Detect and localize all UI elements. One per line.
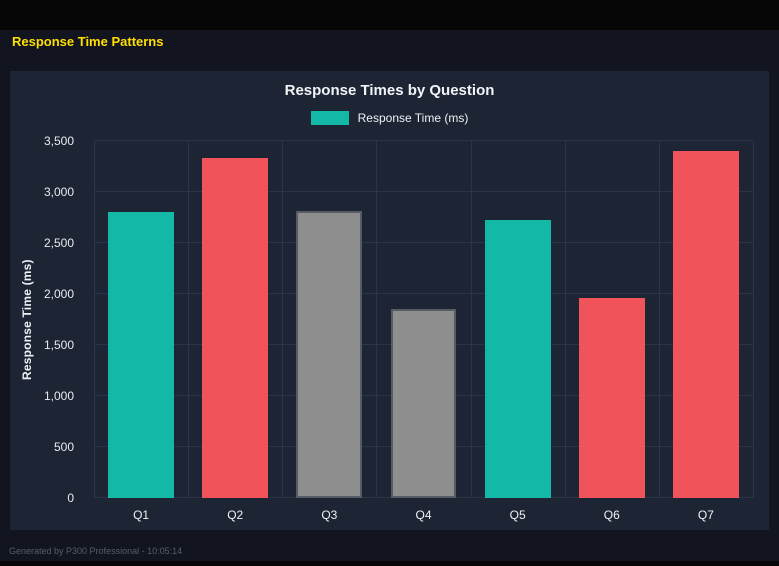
v-gridline <box>376 141 378 498</box>
bar-column-q3 <box>282 141 376 498</box>
v-gridline <box>470 141 472 498</box>
h-gridline <box>94 140 753 141</box>
plot-area <box>94 140 754 498</box>
y-axis-ticks: 0 500 1,000 1,500 2,000 2,500 3,000 3,500 <box>10 134 84 505</box>
x-tick-label-q6: Q6 <box>603 508 620 522</box>
x-tick-label-q3: Q3 <box>321 508 338 522</box>
h-gridline <box>94 293 753 294</box>
page-title: Response Time Patterns <box>12 34 164 49</box>
y-tick-label: 2,000 <box>43 287 74 301</box>
bars-group <box>94 141 753 498</box>
x-tick-label-q4: Q4 <box>415 508 432 522</box>
x-tick-label-q1: Q1 <box>133 508 150 522</box>
bar-q7 <box>672 151 739 498</box>
bar-column-q6 <box>565 141 659 498</box>
v-gridline <box>753 141 754 498</box>
chart-title: Response Times by Question <box>284 82 495 99</box>
bar-q3 <box>296 211 363 498</box>
v-gridline <box>188 141 190 498</box>
legend-label: Response Time (ms) <box>357 111 469 125</box>
y-tick-label: 500 <box>53 440 74 454</box>
y-tick-label: 0 <box>67 491 74 505</box>
x-tick-label-q5: Q5 <box>509 508 526 522</box>
x-axis-labels: Q1 Q2 Q3 Q4 Q5 Q6 Q7 <box>94 508 753 522</box>
v-gridline <box>282 141 284 498</box>
y-tick-label: 2,500 <box>43 236 74 250</box>
bar-q1 <box>108 212 175 498</box>
title-bar <box>0 0 779 30</box>
legend-swatch <box>310 111 349 125</box>
bar-q6 <box>578 298 645 498</box>
y-tick-label: 3,000 <box>43 185 74 199</box>
bar-q2 <box>202 158 269 498</box>
bar-column-q2 <box>188 141 282 498</box>
x-tick-label-q7: Q7 <box>697 508 714 522</box>
bar-column-q4 <box>376 141 470 498</box>
y-tick-label: 1,000 <box>43 389 74 403</box>
bottom-bar <box>0 561 779 566</box>
x-tick-label-q2: Q2 <box>227 508 244 522</box>
footer-text: Generated by P300 Professional - 10:05:1… <box>9 546 183 556</box>
v-gridline <box>658 141 660 498</box>
bar-q4 <box>390 309 457 498</box>
h-gridline <box>94 191 753 192</box>
bar-column-q7 <box>659 141 753 498</box>
h-gridline <box>94 242 753 243</box>
v-gridline <box>94 141 95 498</box>
bar-column-q1 <box>94 141 188 498</box>
y-tick-label: 3,500 <box>43 134 74 148</box>
bar-column-q5 <box>471 141 565 498</box>
chart-legend[interactable]: Response Time (ms) <box>10 111 769 125</box>
chart-panel: Response Times by Question Response Time… <box>10 71 769 530</box>
v-gridline <box>564 141 566 498</box>
bar-q5 <box>484 219 551 498</box>
y-tick-label: 1,500 <box>43 338 74 352</box>
